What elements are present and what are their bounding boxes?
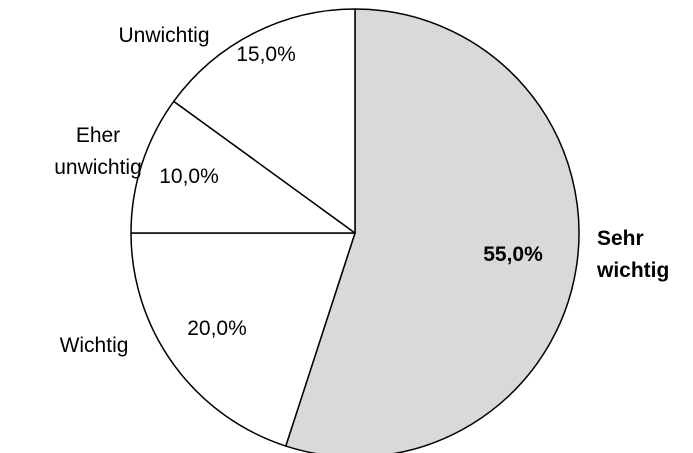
category-label-sehr-wichtig: Sehr wichtig [596,227,669,282]
category-label-eher-unwichtig: Eher unwichtig [54,124,142,179]
data-label-sehr-wichtig: 55,0% [483,243,543,266]
pie-slice-eher-unwichtig [130,100,356,234]
pie-slice-wichtig [130,232,356,447]
data-label-wichtig: 20,0% [187,317,247,340]
pie-slice-unwichtig [173,8,356,234]
category-label-wichtig: Wichtig [60,334,129,357]
category-label-unwichtig: Unwichtig [118,24,209,47]
data-label-eher-unwichtig: 10,0% [159,165,219,188]
data-label-unwichtig: 15,0% [236,43,296,66]
